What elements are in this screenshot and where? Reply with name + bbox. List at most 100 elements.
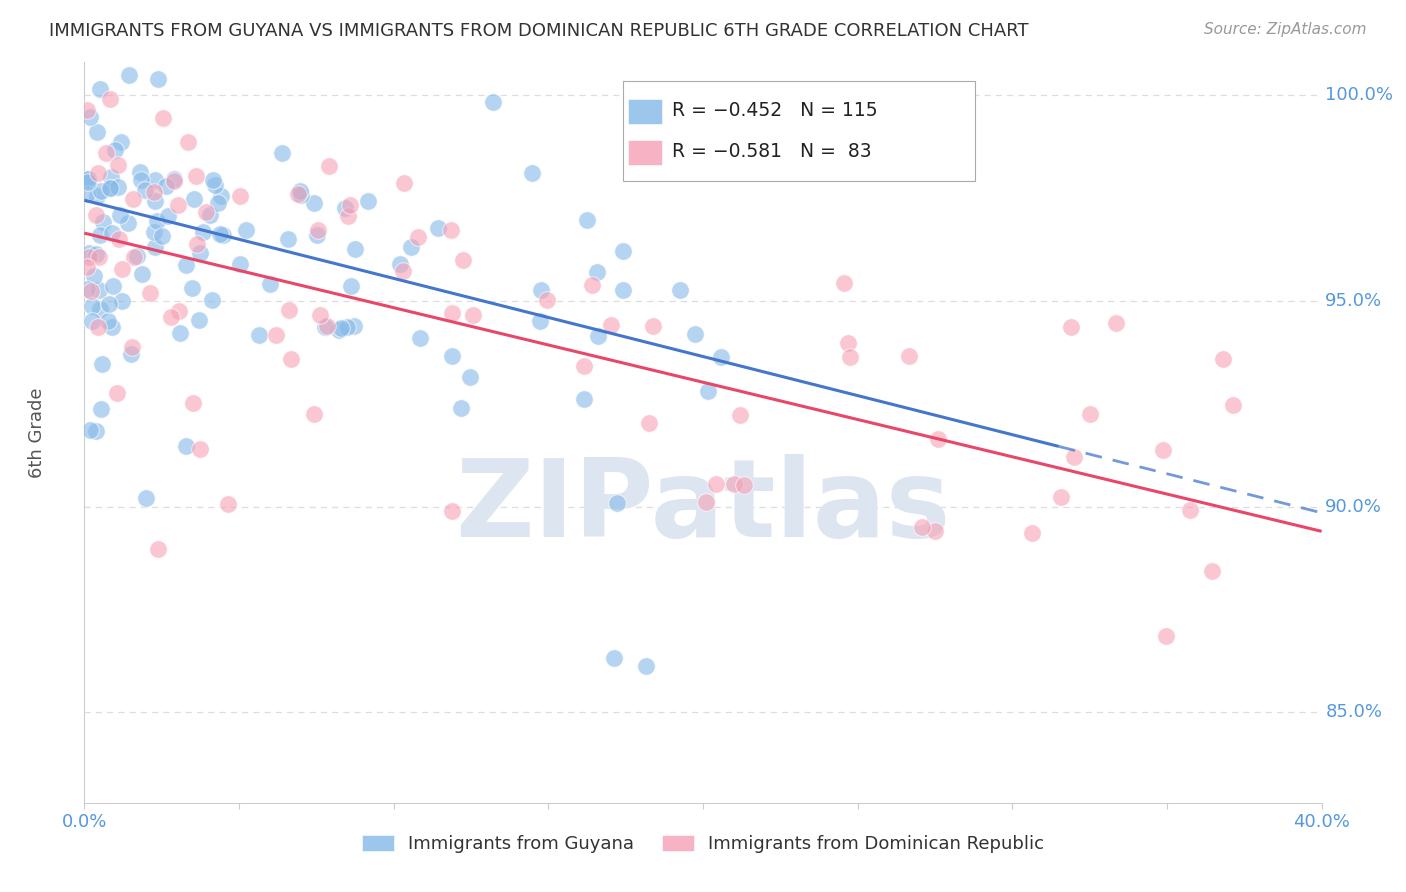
Point: [270, 146, 292, 161]
Point: [408, 331, 430, 345]
Point: [264, 327, 287, 342]
Point: [90, 184, 112, 198]
Point: [186, 236, 208, 251]
Point: [696, 384, 718, 398]
Point: [280, 351, 302, 366]
Point: [87, 250, 110, 264]
Point: [1178, 503, 1201, 517]
Point: [612, 244, 634, 258]
Point: [574, 359, 596, 373]
Point: [328, 323, 350, 337]
Point: [79, 423, 101, 437]
Point: [204, 178, 226, 192]
Point: [127, 248, 149, 262]
Point: [139, 285, 162, 300]
Point: [247, 328, 270, 343]
Point: [98, 181, 121, 195]
Point: [394, 176, 416, 190]
Point: [277, 303, 299, 318]
Point: [84, 208, 107, 222]
Point: [100, 181, 122, 195]
Point: [76, 103, 98, 118]
Point: [277, 232, 299, 246]
Point: [152, 111, 174, 125]
Point: [1050, 490, 1073, 504]
Point: [898, 349, 921, 363]
Point: [643, 319, 665, 334]
Point: [924, 524, 946, 538]
Point: [143, 194, 166, 209]
Point: [101, 320, 124, 334]
Point: [150, 229, 173, 244]
Point: [193, 225, 215, 239]
Point: [1021, 525, 1043, 540]
Point: [77, 246, 100, 260]
Point: [209, 227, 232, 241]
Point: [181, 281, 204, 295]
Point: [441, 504, 464, 518]
Point: [83, 269, 105, 284]
Text: R = −0.581   N =  83: R = −0.581 N = 83: [672, 142, 872, 161]
Point: [458, 369, 481, 384]
Point: [406, 230, 429, 244]
Point: [183, 193, 205, 207]
Point: [129, 165, 152, 179]
Point: [107, 386, 129, 401]
Point: [87, 166, 110, 180]
Point: [89, 301, 111, 316]
Point: [229, 257, 252, 271]
Point: [1212, 351, 1234, 366]
Point: [520, 166, 543, 180]
Point: [162, 172, 184, 186]
Point: [290, 185, 312, 199]
Point: [730, 408, 752, 422]
FancyBboxPatch shape: [627, 99, 662, 124]
Point: [190, 442, 212, 456]
Point: [142, 225, 165, 239]
Point: [1152, 442, 1174, 457]
Point: [76, 282, 98, 296]
Point: [1156, 629, 1178, 643]
Point: [80, 314, 103, 328]
Point: [612, 283, 634, 297]
Point: [118, 68, 141, 82]
Point: [440, 223, 463, 237]
Point: [733, 477, 755, 491]
Point: [201, 173, 224, 187]
Point: [145, 240, 167, 254]
Legend: Immigrants from Guyana, Immigrants from Dominican Republic: Immigrants from Guyana, Immigrants from …: [354, 828, 1052, 861]
Point: [235, 222, 257, 236]
Text: Source: ZipAtlas.com: Source: ZipAtlas.com: [1204, 22, 1367, 37]
Point: [177, 136, 200, 150]
Point: [1060, 319, 1083, 334]
Point: [100, 169, 122, 184]
Point: [143, 185, 166, 199]
Point: [427, 221, 450, 235]
Point: [166, 198, 188, 212]
Point: [209, 189, 232, 203]
Point: [89, 82, 111, 96]
Point: [307, 223, 329, 237]
Point: [111, 261, 134, 276]
Point: [307, 227, 329, 242]
Point: [309, 308, 332, 322]
Text: 85.0%: 85.0%: [1326, 703, 1382, 722]
Point: [704, 476, 727, 491]
Point: [77, 250, 100, 264]
Point: [669, 283, 692, 297]
Point: [108, 232, 131, 246]
Point: [586, 264, 609, 278]
Point: [117, 216, 139, 230]
Point: [536, 293, 558, 307]
Point: [82, 299, 104, 313]
Point: [911, 520, 934, 534]
Point: [602, 650, 624, 665]
Point: [87, 284, 110, 298]
Point: [695, 495, 717, 509]
Text: 95.0%: 95.0%: [1326, 292, 1382, 310]
Point: [77, 175, 100, 189]
Point: [343, 319, 366, 334]
Point: [838, 350, 860, 364]
Point: [440, 350, 463, 364]
Point: [927, 432, 949, 446]
